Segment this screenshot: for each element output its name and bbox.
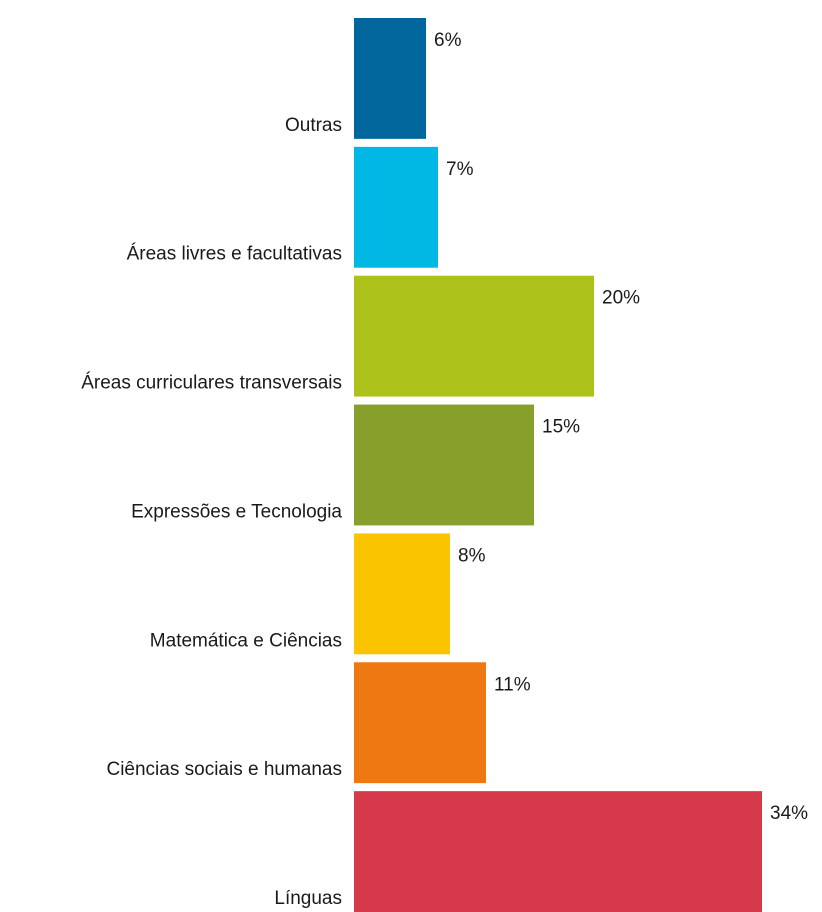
bar-areas-curriculares-transversais <box>354 275 594 397</box>
category-label-expressoes-e-tecnologia: Expressões e Tecnologia <box>131 501 342 522</box>
category-label-ciencias-sociais-e-humanas: Ciências sociais e humanas <box>106 759 342 780</box>
bars-layer <box>354 18 762 912</box>
value-labels: 6% 7% 20% 15% 8% 11% 34% <box>434 30 808 824</box>
value-label-linguas: 34% <box>770 803 808 824</box>
value-label-expressoes-e-tecnologia: 15% <box>542 417 580 438</box>
value-label-outras: 6% <box>434 30 462 51</box>
category-label-matematica-e-ciencias: Matemática e Ciências <box>150 630 342 651</box>
value-label-ciencias-sociais-e-humanas: 11% <box>494 674 531 695</box>
category-label-linguas: Línguas <box>274 888 342 909</box>
value-label-areas-livres-e-facultativas: 7% <box>446 159 474 180</box>
bar-linguas <box>354 791 762 912</box>
bar-areas-livres-e-facultativas <box>354 146 438 268</box>
category-label-outras: Outras <box>285 115 342 136</box>
category-label-areas-livres-e-facultativas: Áreas livres e facultativas <box>127 244 342 265</box>
bar-matematica-e-ciencias <box>354 533 450 655</box>
bar-expressoes-e-tecnologia <box>354 404 534 526</box>
category-label-areas-curriculares-transversais: Áreas curriculares transversais <box>81 373 342 394</box>
category-labels: Outras Áreas livres e facultativas Áreas c… <box>81 115 342 909</box>
value-label-areas-curriculares-transversais: 20% <box>602 288 640 309</box>
bar-outras <box>354 18 426 139</box>
value-label-matematica-e-ciencias: 8% <box>458 545 486 566</box>
bar-ciencias-sociais-e-humanas <box>354 662 486 784</box>
